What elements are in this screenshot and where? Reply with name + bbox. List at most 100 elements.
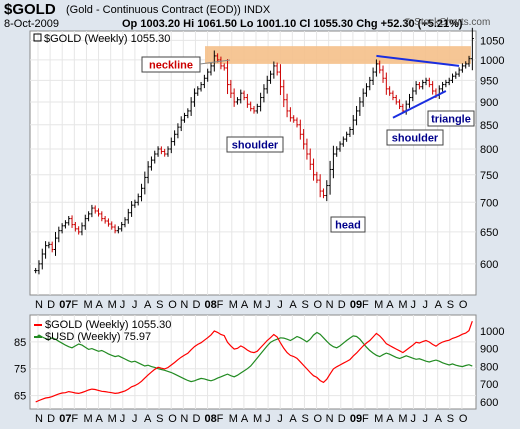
triangle-lower-trendline [392,90,447,119]
left-tick-label: 75 [14,364,26,376]
x-tick-label: A [289,413,297,425]
x-tick-label: D [192,413,200,425]
left-shoulder-label: shoulder [232,140,279,152]
x-tick-label: M [253,413,262,425]
usd-legend: $USD (Weekly) 75.97 [45,331,151,343]
x-tick-label: A [241,413,249,425]
triangle-upper-trendline [376,54,460,67]
x-tick-label: A [96,413,104,425]
x-tick-label: M [83,299,92,311]
x-tick-label: D [47,413,55,425]
quote-values: Op 1003.20 Hi 1061.50 Lo 1001.10 Cl 1055… [122,18,463,30]
x-tick-label: N [326,413,334,425]
x-tick-label: J [410,413,416,425]
symbol-title: $GOLD [4,1,56,18]
x-tick-label: F [362,299,369,311]
x-tick-label: 08 [205,299,217,311]
x-tick-label: D [338,413,346,425]
left-tick-label: 65 [14,391,26,403]
legend-swatch [33,33,42,42]
y-tick-label: 1050 [480,35,504,47]
x-tick-label: J [423,413,429,425]
right-tick-label: 800 [480,361,498,373]
neckline-label: neckline [149,60,193,72]
y-tick-label: 1000 [480,55,504,67]
x-tick-label: S [301,299,308,311]
x-tick-label: 09 [350,299,362,311]
x-tick-label: F [217,413,224,425]
gold-legend: $GOLD (Weekly) 1055.30 [45,319,171,331]
x-tick-label: O [314,299,323,311]
x-tick-label: 07 [59,413,71,425]
y-tick-label: 950 [480,75,498,87]
x-tick-label: F [362,413,369,425]
x-tick-label: J [410,299,416,311]
x-tick-label: J [132,299,138,311]
x-tick-label: F [71,299,78,311]
x-tick-label: S [301,413,308,425]
x-tick-label: A [144,413,152,425]
x-tick-label: N [35,413,43,425]
x-tick-label: O [168,299,177,311]
x-tick-label: M [398,299,407,311]
x-tick-label: N [35,299,43,311]
resistance-band [205,46,471,64]
gold-series-line [35,321,473,403]
x-tick-label: S [156,299,163,311]
neckline-pointer [199,59,231,65]
price-legend: $GOLD (Weekly) 1055.30 [44,33,170,45]
x-tick-label: D [338,299,346,311]
x-tick-label: S [447,413,454,425]
x-tick-label: M [229,299,238,311]
x-tick-label: J [265,299,271,311]
triangle-label: triangle [431,114,471,126]
x-tick-label: M [374,299,383,311]
x-tick-label: N [326,299,334,311]
right-tick-label: 700 [480,379,498,391]
x-tick-label: D [47,299,55,311]
x-tick-label: M [229,413,238,425]
x-tick-label: J [423,299,429,311]
right-tick-label: 1000 [480,326,504,338]
x-tick-label: 08 [205,413,217,425]
x-tick-label: F [217,299,224,311]
y-tick-label: 900 [480,97,498,109]
stockcharts-credit: © StockCharts.com [404,17,491,28]
price-panel [29,30,477,296]
x-tick-label: O [459,299,468,311]
quote-date: 8-Oct-2009 [4,18,60,30]
x-tick-label: M [374,413,383,425]
x-tick-label: J [132,413,138,425]
y-tick-label: 600 [480,259,498,271]
x-tick-label: J [277,299,283,311]
x-tick-label: S [447,299,454,311]
x-tick-label: A [241,299,249,311]
x-tick-label: A [289,299,297,311]
head-label: head [335,220,361,232]
neckline-label-box [141,56,201,73]
x-tick-label: A [144,299,152,311]
x-tick-label: A [435,299,443,311]
x-tick-label: M [398,413,407,425]
x-tick-label: N [180,299,188,311]
x-tick-label: F [71,413,78,425]
y-tick-label: 700 [480,197,498,209]
right-shoulder-label-box [386,129,444,146]
x-tick-label: O [168,413,177,425]
right-tick-label: 900 [480,344,498,356]
x-tick-label: M [253,299,262,311]
x-tick-label: S [156,413,163,425]
head-label-box [330,216,366,233]
y-tick-label: 800 [480,144,498,156]
x-tick-label: A [386,413,394,425]
x-tick-label: O [314,413,323,425]
x-tick-label: A [386,299,394,311]
y-tick-label: 750 [480,170,498,182]
x-tick-label: D [192,299,200,311]
triangle-label-box [427,110,475,127]
usd-series-line [35,331,473,383]
x-tick-label: A [96,299,104,311]
y-tick-label: 650 [480,227,498,239]
